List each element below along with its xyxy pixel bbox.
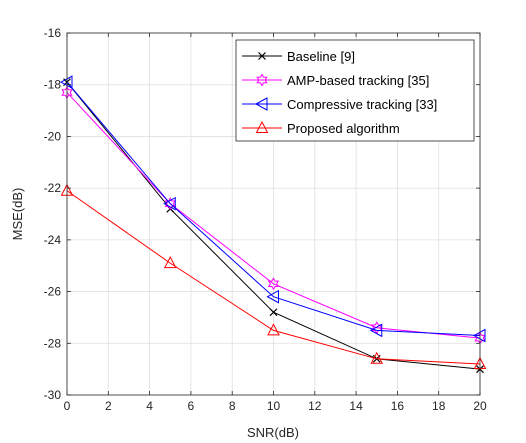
y-tick-label: -28 bbox=[44, 336, 62, 350]
legend-entry: Compressive tracking [33] bbox=[242, 97, 437, 112]
x-axis-label: SNR(dB) bbox=[247, 425, 299, 440]
legend-entry: Baseline [9] bbox=[242, 49, 355, 64]
x-marker-stroke bbox=[269, 308, 278, 317]
data-point bbox=[163, 256, 177, 269]
data-point bbox=[370, 351, 384, 364]
x-tick-label: 4 bbox=[146, 399, 153, 413]
legend-label: Proposed algorithm bbox=[287, 121, 400, 136]
y-tick-label: -24 bbox=[44, 233, 62, 247]
series-line bbox=[66, 81, 481, 337]
x-tick-label: 2 bbox=[105, 399, 112, 413]
x-tick-label: 8 bbox=[229, 399, 236, 413]
legend-label: Baseline [9] bbox=[287, 49, 355, 64]
x-tick-label: 18 bbox=[432, 399, 446, 413]
y-tick-label: -16 bbox=[44, 26, 62, 40]
y-axis-label: MSE(dB) bbox=[10, 188, 25, 241]
series-line bbox=[66, 92, 481, 339]
y-tick-label: -26 bbox=[44, 285, 62, 299]
series-2 bbox=[59, 75, 486, 343]
data-point bbox=[369, 323, 383, 338]
data-point bbox=[267, 323, 280, 336]
data-point bbox=[472, 328, 486, 343]
legend: Baseline [9] AMP-based tracking [35] Compr… bbox=[235, 39, 475, 142]
data-point bbox=[266, 289, 279, 304]
x-tick-label: 20 bbox=[473, 399, 487, 413]
series-line bbox=[66, 190, 481, 365]
legend-label: AMP-based tracking [35] bbox=[287, 73, 429, 88]
legend-entry: AMP-based tracking [35] bbox=[242, 73, 429, 88]
data-point bbox=[59, 75, 73, 89]
legend-box bbox=[235, 39, 475, 142]
x-tick-label: 6 bbox=[188, 399, 195, 413]
x-tick-label: 16 bbox=[391, 399, 405, 413]
axis-ticks: 0 2 4 6 8 10 12 14 16 18 20 -16 -18 -20 -22 -24 -26 -28 -3… bbox=[44, 26, 487, 413]
series-layer bbox=[59, 75, 487, 374]
data-point bbox=[163, 196, 176, 211]
x-tick-label: 14 bbox=[349, 399, 363, 413]
legend-marker bbox=[255, 120, 269, 133]
x-tick-label: 0 bbox=[64, 399, 71, 413]
legend-marker bbox=[254, 97, 268, 111]
legend-marker bbox=[256, 73, 268, 87]
y-tick-label: -22 bbox=[44, 181, 62, 195]
x-tick-label: 10 bbox=[267, 399, 281, 413]
legend-marker bbox=[258, 52, 266, 60]
y-tick-label: -20 bbox=[44, 129, 62, 143]
x-marker-stroke bbox=[258, 52, 266, 60]
y-tick-label: -30 bbox=[44, 388, 62, 402]
x-tick-label: 12 bbox=[308, 399, 322, 413]
legend-entry: Proposed algorithm bbox=[242, 120, 400, 136]
y-tick-label: -18 bbox=[44, 78, 62, 92]
legend-label: Compressive tracking [33] bbox=[287, 97, 437, 112]
data-point bbox=[269, 308, 278, 317]
data-point bbox=[267, 277, 280, 291]
